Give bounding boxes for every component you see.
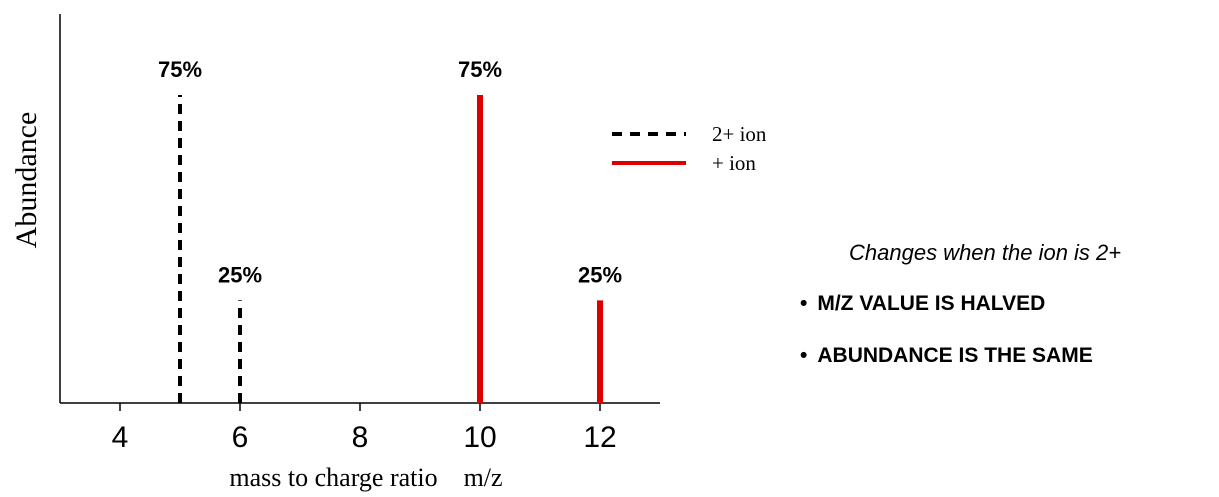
x-tick-label: 8 [352,421,369,454]
legend-label: 2+ ion [712,122,767,146]
bars: 75% 25% 75% 25% [158,57,622,403]
x-tick-label: 4 [112,421,129,454]
legend-label: + ion [712,151,756,175]
x-tick-label: 10 [463,421,496,454]
x-ticks: 4 6 8 10 12 [112,403,617,454]
legend: 2+ ion + ion [612,122,767,175]
y-axis-title: Abundance [10,112,43,249]
notes-heading: Changes when the ion is 2+ [849,240,1122,265]
data-label: 25% [218,262,262,287]
x-axis-title: mass to charge ratio m/z [229,463,502,492]
note-item: ABUNDANCE IS THE SAME [800,344,1219,368]
x-tick-label: 6 [232,421,249,454]
data-label: 25% [578,262,622,287]
notes-panel: Changes when the ion is 2+ M/Z VALUE IS … [800,240,1219,368]
notes-list: M/Z VALUE IS HALVED ABUNDANCE IS THE SAM… [800,292,1219,368]
data-label: 75% [458,57,502,82]
data-label: 75% [158,57,202,82]
note-item: M/Z VALUE IS HALVED [800,292,1219,316]
x-tick-label: 12 [583,421,616,454]
